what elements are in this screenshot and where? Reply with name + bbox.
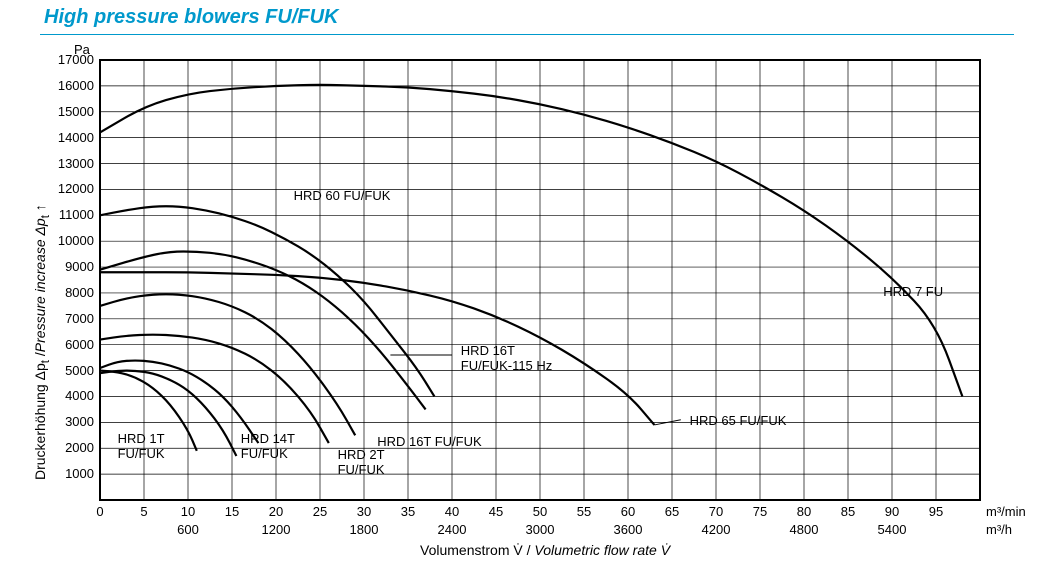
tick-label: 10 [181, 504, 195, 519]
tick-label: 60 [621, 504, 635, 519]
tick-label: 1000 [65, 466, 94, 481]
tick-label: 95 [929, 504, 943, 519]
x-axis-top-unit: m³/min [986, 504, 1026, 519]
tick-label: 2000 [65, 440, 94, 455]
tick-label: 7000 [65, 311, 94, 326]
series-label: HRD 7 FU [883, 285, 943, 300]
tick-label: 4200 [702, 522, 731, 537]
tick-label: 20 [269, 504, 283, 519]
tick-label: 1200 [262, 522, 291, 537]
tick-label: 8000 [65, 285, 94, 300]
tick-label: 14000 [58, 130, 94, 145]
tick-label: 75 [753, 504, 767, 519]
tick-label: 5000 [65, 363, 94, 378]
tick-label: 5 [140, 504, 147, 519]
series-label: HRD 1TFU/FUK [118, 432, 165, 462]
tick-label: 17000 [58, 52, 94, 67]
tick-label: 11000 [59, 207, 94, 222]
tick-label: 600 [177, 522, 199, 537]
tick-label: 85 [841, 504, 855, 519]
tick-label: 15 [225, 504, 239, 519]
tick-label: 50 [533, 504, 547, 519]
tick-label: 3600 [614, 522, 643, 537]
tick-label: 4800 [790, 522, 819, 537]
tick-label: 13000 [58, 156, 94, 171]
tick-label: 16000 [58, 78, 94, 93]
tick-label: 30 [357, 504, 371, 519]
tick-label: 40 [445, 504, 459, 519]
tick-label: 90 [885, 504, 899, 519]
tick-label: 10000 [58, 233, 94, 248]
x-axis-bottom-unit: m³/h [986, 522, 1012, 537]
tick-label: 6000 [65, 337, 94, 352]
tick-label: 15000 [58, 104, 94, 119]
tick-label: 3000 [65, 414, 94, 429]
series-label: HRD 16TFU/FUK-115 Hz [461, 344, 553, 374]
tick-label: 0 [96, 504, 103, 519]
y-axis-label: Druckerhöhung Δpt /Pressure increase Δpt… [32, 204, 52, 480]
tick-label: 25 [313, 504, 327, 519]
series-label: HRD 16T FU/FUK [377, 435, 482, 450]
tick-label: 3000 [526, 522, 555, 537]
series-label: HRD 60 FU/FUK [294, 189, 391, 204]
tick-label: 65 [665, 504, 679, 519]
tick-label: 1800 [350, 522, 379, 537]
series-label: HRD 14TFU/FUK [241, 432, 295, 462]
tick-label: 55 [577, 504, 591, 519]
tick-label: 9000 [65, 259, 94, 274]
tick-label: 70 [709, 504, 723, 519]
tick-label: 2400 [438, 522, 467, 537]
tick-label: 80 [797, 504, 811, 519]
tick-label: 12000 [58, 181, 94, 196]
tick-label: 45 [489, 504, 503, 519]
tick-label: 5400 [878, 522, 907, 537]
x-axis-label: Volumenstrom V̇ / Volumetric flow rate V… [420, 542, 670, 558]
series-label: HRD 2TFU/FUK [338, 448, 385, 478]
tick-label: 4000 [65, 388, 94, 403]
series-label: HRD 65 FU/FUK [690, 414, 787, 429]
tick-label: 35 [401, 504, 415, 519]
